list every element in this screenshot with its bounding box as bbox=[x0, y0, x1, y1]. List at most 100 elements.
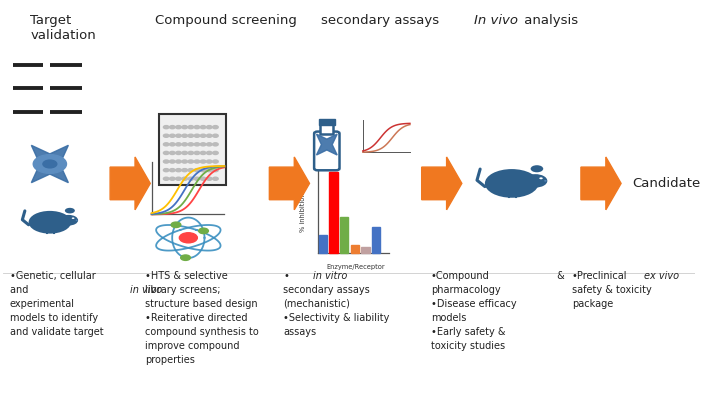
Circle shape bbox=[201, 177, 206, 180]
Circle shape bbox=[182, 177, 187, 180]
FancyBboxPatch shape bbox=[314, 132, 340, 170]
Circle shape bbox=[213, 177, 218, 180]
Text: secondary assays: secondary assays bbox=[321, 15, 440, 28]
Circle shape bbox=[176, 126, 182, 129]
Circle shape bbox=[65, 208, 75, 214]
Text: in vitro: in vitro bbox=[313, 271, 347, 281]
Text: improve compound: improve compound bbox=[145, 341, 239, 351]
Text: properties: properties bbox=[145, 355, 194, 365]
Text: secondary assays: secondary assays bbox=[283, 285, 370, 295]
Circle shape bbox=[169, 160, 175, 163]
Circle shape bbox=[163, 160, 169, 163]
Circle shape bbox=[176, 151, 182, 154]
Circle shape bbox=[43, 160, 57, 168]
Circle shape bbox=[188, 177, 194, 180]
Text: experimental: experimental bbox=[10, 299, 74, 309]
Circle shape bbox=[206, 160, 212, 163]
Circle shape bbox=[194, 160, 200, 163]
Circle shape bbox=[176, 143, 182, 146]
Circle shape bbox=[169, 151, 175, 154]
Text: Enzyme/Receptor: Enzyme/Receptor bbox=[327, 264, 385, 270]
Circle shape bbox=[176, 160, 182, 163]
Text: library screens;: library screens; bbox=[145, 285, 220, 295]
Circle shape bbox=[182, 160, 187, 163]
Circle shape bbox=[188, 126, 194, 129]
Circle shape bbox=[188, 134, 194, 137]
Circle shape bbox=[59, 215, 78, 225]
Circle shape bbox=[169, 134, 175, 137]
Text: •HTS & selective: •HTS & selective bbox=[145, 271, 228, 281]
Text: models to identify: models to identify bbox=[10, 313, 98, 323]
Polygon shape bbox=[316, 134, 337, 155]
Bar bbox=[362, 247, 369, 253]
Circle shape bbox=[206, 143, 212, 146]
Circle shape bbox=[199, 228, 208, 234]
Circle shape bbox=[213, 126, 218, 129]
Text: safety & toxicity: safety & toxicity bbox=[572, 285, 652, 295]
Circle shape bbox=[169, 126, 175, 129]
Polygon shape bbox=[581, 157, 621, 210]
Circle shape bbox=[201, 169, 206, 172]
Circle shape bbox=[194, 126, 200, 129]
Circle shape bbox=[169, 143, 175, 146]
Text: analysis: analysis bbox=[520, 15, 578, 28]
Bar bbox=[318, 235, 327, 253]
Text: ex vivo: ex vivo bbox=[644, 271, 679, 281]
Circle shape bbox=[194, 143, 200, 146]
Bar bbox=[351, 245, 359, 253]
Text: assays: assays bbox=[283, 327, 316, 337]
Circle shape bbox=[201, 126, 206, 129]
Text: &: & bbox=[554, 271, 567, 281]
Polygon shape bbox=[31, 145, 68, 183]
Circle shape bbox=[163, 169, 169, 172]
Text: Compound screening: Compound screening bbox=[155, 15, 297, 28]
Circle shape bbox=[171, 222, 181, 227]
Text: % inhibition: % inhibition bbox=[300, 193, 306, 232]
Circle shape bbox=[201, 160, 206, 163]
Circle shape bbox=[540, 177, 543, 179]
Circle shape bbox=[169, 169, 175, 172]
Circle shape bbox=[206, 126, 212, 129]
Circle shape bbox=[206, 177, 212, 180]
Text: •Genetic, cellular: •Genetic, cellular bbox=[10, 271, 96, 281]
Text: •Selectivity & liability: •Selectivity & liability bbox=[283, 313, 389, 323]
Circle shape bbox=[213, 160, 218, 163]
Circle shape bbox=[206, 134, 212, 137]
Text: •Preclinical: •Preclinical bbox=[572, 271, 627, 281]
Text: and validate target: and validate target bbox=[10, 327, 104, 337]
Circle shape bbox=[169, 177, 175, 180]
Circle shape bbox=[213, 143, 218, 146]
Text: toxicity studies: toxicity studies bbox=[430, 341, 505, 351]
Ellipse shape bbox=[28, 211, 71, 234]
Circle shape bbox=[194, 177, 200, 180]
Text: and: and bbox=[10, 285, 31, 295]
Circle shape bbox=[163, 126, 169, 129]
Text: compound synthesis to: compound synthesis to bbox=[145, 327, 259, 337]
Circle shape bbox=[530, 165, 543, 172]
Circle shape bbox=[206, 151, 212, 154]
Circle shape bbox=[194, 169, 200, 172]
Circle shape bbox=[182, 143, 187, 146]
Bar bbox=[372, 227, 380, 253]
Circle shape bbox=[201, 151, 206, 154]
Circle shape bbox=[179, 233, 197, 243]
Polygon shape bbox=[269, 157, 310, 210]
Text: package: package bbox=[572, 299, 613, 309]
Circle shape bbox=[163, 151, 169, 154]
Text: in vivo: in vivo bbox=[130, 285, 162, 295]
Polygon shape bbox=[110, 157, 150, 210]
Circle shape bbox=[545, 180, 547, 182]
Circle shape bbox=[213, 151, 218, 154]
Circle shape bbox=[201, 134, 206, 137]
Circle shape bbox=[201, 143, 206, 146]
Circle shape bbox=[72, 217, 74, 219]
FancyBboxPatch shape bbox=[319, 119, 335, 125]
Text: structure based design: structure based design bbox=[145, 299, 257, 309]
Text: •Reiterative directed: •Reiterative directed bbox=[145, 313, 247, 323]
Circle shape bbox=[206, 169, 212, 172]
Circle shape bbox=[76, 220, 77, 221]
Text: In vivo: In vivo bbox=[474, 15, 518, 28]
Polygon shape bbox=[422, 157, 462, 210]
Text: Target
validation: Target validation bbox=[30, 15, 96, 43]
Text: •: • bbox=[283, 271, 289, 281]
